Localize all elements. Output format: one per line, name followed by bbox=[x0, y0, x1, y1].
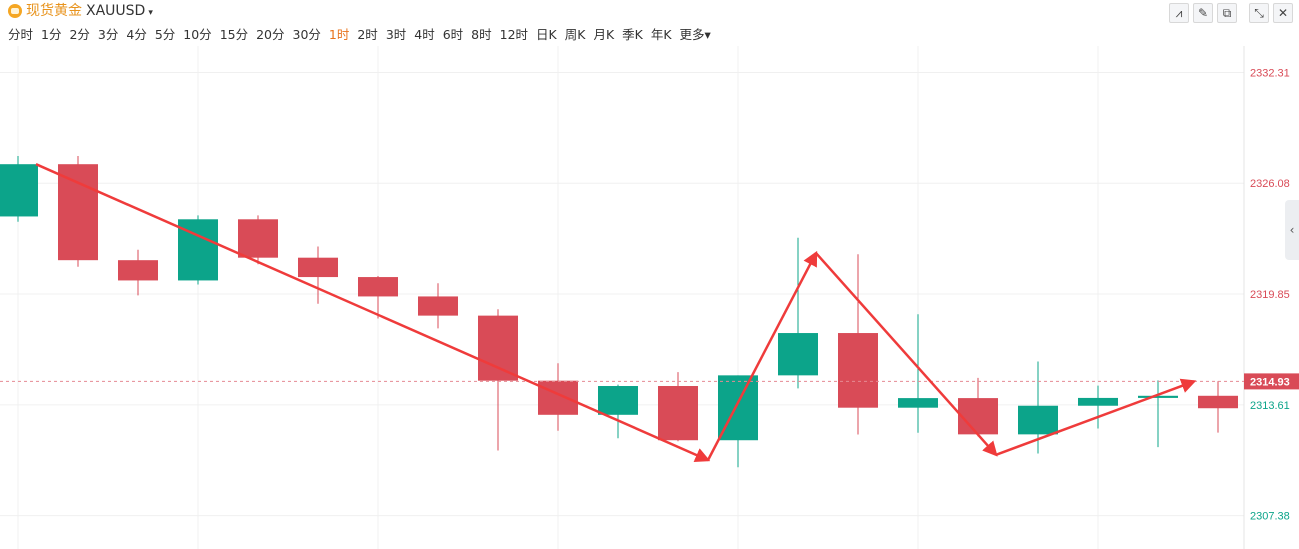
trend-arrow bbox=[815, 252, 998, 457]
period-tab-16[interactable]: 12时 bbox=[499, 27, 529, 42]
candle-style-button[interactable]: ⧉ bbox=[1217, 3, 1237, 23]
gold-logo-icon bbox=[8, 4, 22, 18]
candle-body bbox=[538, 380, 578, 415]
period-tab-10[interactable]: 1时 bbox=[328, 27, 350, 42]
period-tab-19[interactable]: 月K bbox=[593, 27, 615, 42]
trend-arrow bbox=[706, 250, 818, 461]
period-tab-13[interactable]: 4时 bbox=[414, 27, 435, 42]
candle-body bbox=[358, 277, 398, 297]
instrument-symbol: XAUUSD bbox=[86, 3, 146, 19]
candle-body bbox=[478, 315, 518, 381]
candle-body bbox=[658, 386, 698, 441]
period-selector: 分时 1分 2分 3分 4分 5分 10分 15分 20分 30分 1时 2时 3时 4时 6时 8时 12时日… bbox=[0, 26, 711, 44]
candle-body bbox=[1198, 395, 1238, 409]
period-tab-8[interactable]: 20分 bbox=[256, 27, 285, 42]
period-tab-6[interactable]: 10分 bbox=[183, 27, 212, 42]
candle-body bbox=[1138, 395, 1178, 398]
period-tab-11[interactable]: 2时 bbox=[357, 27, 378, 42]
period-tab-15[interactable]: 8时 bbox=[471, 27, 492, 42]
period-tab-5[interactable]: 5分 bbox=[154, 27, 176, 42]
collapse-button[interactable]: ⤡ bbox=[1249, 3, 1269, 23]
side-panel-toggle[interactable]: ‹ bbox=[1285, 200, 1299, 260]
chevron-down-icon: ▾ bbox=[148, 8, 153, 18]
collapse-icon: ⤡ bbox=[1254, 6, 1264, 20]
candle-body bbox=[898, 398, 938, 408]
candle-body bbox=[118, 260, 158, 281]
candle-style-icon: ⧉ bbox=[1222, 6, 1232, 20]
period-tab-14[interactable]: 6时 bbox=[442, 27, 464, 42]
indicator-button[interactable]: ⩘ bbox=[1169, 3, 1189, 23]
y-tick-label: 2307.38 bbox=[1250, 511, 1290, 523]
period-tab-22[interactable]: 更多▾ bbox=[679, 27, 711, 42]
period-tab-17[interactable]: 日K bbox=[536, 27, 557, 42]
candle-body bbox=[1018, 405, 1058, 435]
period-tab-3[interactable]: 3分 bbox=[97, 27, 119, 42]
period-tab-12[interactable]: 3时 bbox=[385, 27, 407, 42]
instrument-title: 现货黄金 bbox=[26, 3, 82, 19]
candle-body bbox=[598, 386, 638, 415]
candle-body bbox=[778, 333, 818, 376]
period-tab-2[interactable]: 2分 bbox=[69, 27, 90, 42]
close-button[interactable]: ✕ bbox=[1273, 3, 1293, 23]
instrument-selector[interactable]: 现货黄金 XAUUSD ▾ bbox=[26, 2, 153, 22]
candle-body bbox=[0, 164, 38, 217]
candle-body bbox=[238, 219, 278, 258]
last-price-box bbox=[1244, 373, 1299, 390]
period-tab-20[interactable]: 季K bbox=[622, 27, 643, 42]
period-tab-9[interactable]: 30分 bbox=[292, 27, 321, 42]
candle-body bbox=[838, 333, 878, 408]
trend-arrow bbox=[35, 163, 711, 462]
trend-arrow bbox=[995, 378, 1197, 456]
period-tab-4[interactable]: 4分 bbox=[126, 27, 147, 42]
last-price-label: 2314.93 bbox=[1250, 376, 1290, 388]
chevron-left-icon: ‹ bbox=[1289, 223, 1295, 237]
candle-body bbox=[58, 164, 98, 261]
y-tick-label: 2326.08 bbox=[1250, 178, 1290, 190]
candle-body bbox=[958, 398, 998, 435]
period-tab-21[interactable]: 年K bbox=[650, 27, 672, 42]
period-tab-1[interactable]: 1分 bbox=[41, 27, 62, 42]
candle-body bbox=[1078, 397, 1118, 406]
y-tick-label: 2332.31 bbox=[1250, 67, 1290, 79]
close-icon: ✕ bbox=[1277, 6, 1289, 20]
y-tick-label: 2319.85 bbox=[1250, 289, 1290, 301]
y-tick-label: 2313.61 bbox=[1250, 400, 1290, 412]
draw-button[interactable]: ✎ bbox=[1193, 3, 1213, 23]
candlestick-chart: 2332.31 2326.08 2319.85 2313.61 2307.38 2314.… bbox=[0, 46, 1299, 549]
period-tab-0[interactable]: 分时 bbox=[8, 27, 34, 42]
indicator-icon: ⩘ bbox=[1175, 6, 1183, 20]
header-bar: 现货黄金 XAUUSD ▾ ⩘ ✎ ⧉ ⤡ ✕ bbox=[0, 0, 1299, 23]
period-tab-18[interactable]: 周K bbox=[564, 27, 586, 42]
candle-body bbox=[298, 257, 338, 278]
candle-body bbox=[418, 296, 458, 316]
draw-icon: ✎ bbox=[1197, 6, 1209, 20]
period-tab-7[interactable]: 15分 bbox=[219, 27, 249, 42]
